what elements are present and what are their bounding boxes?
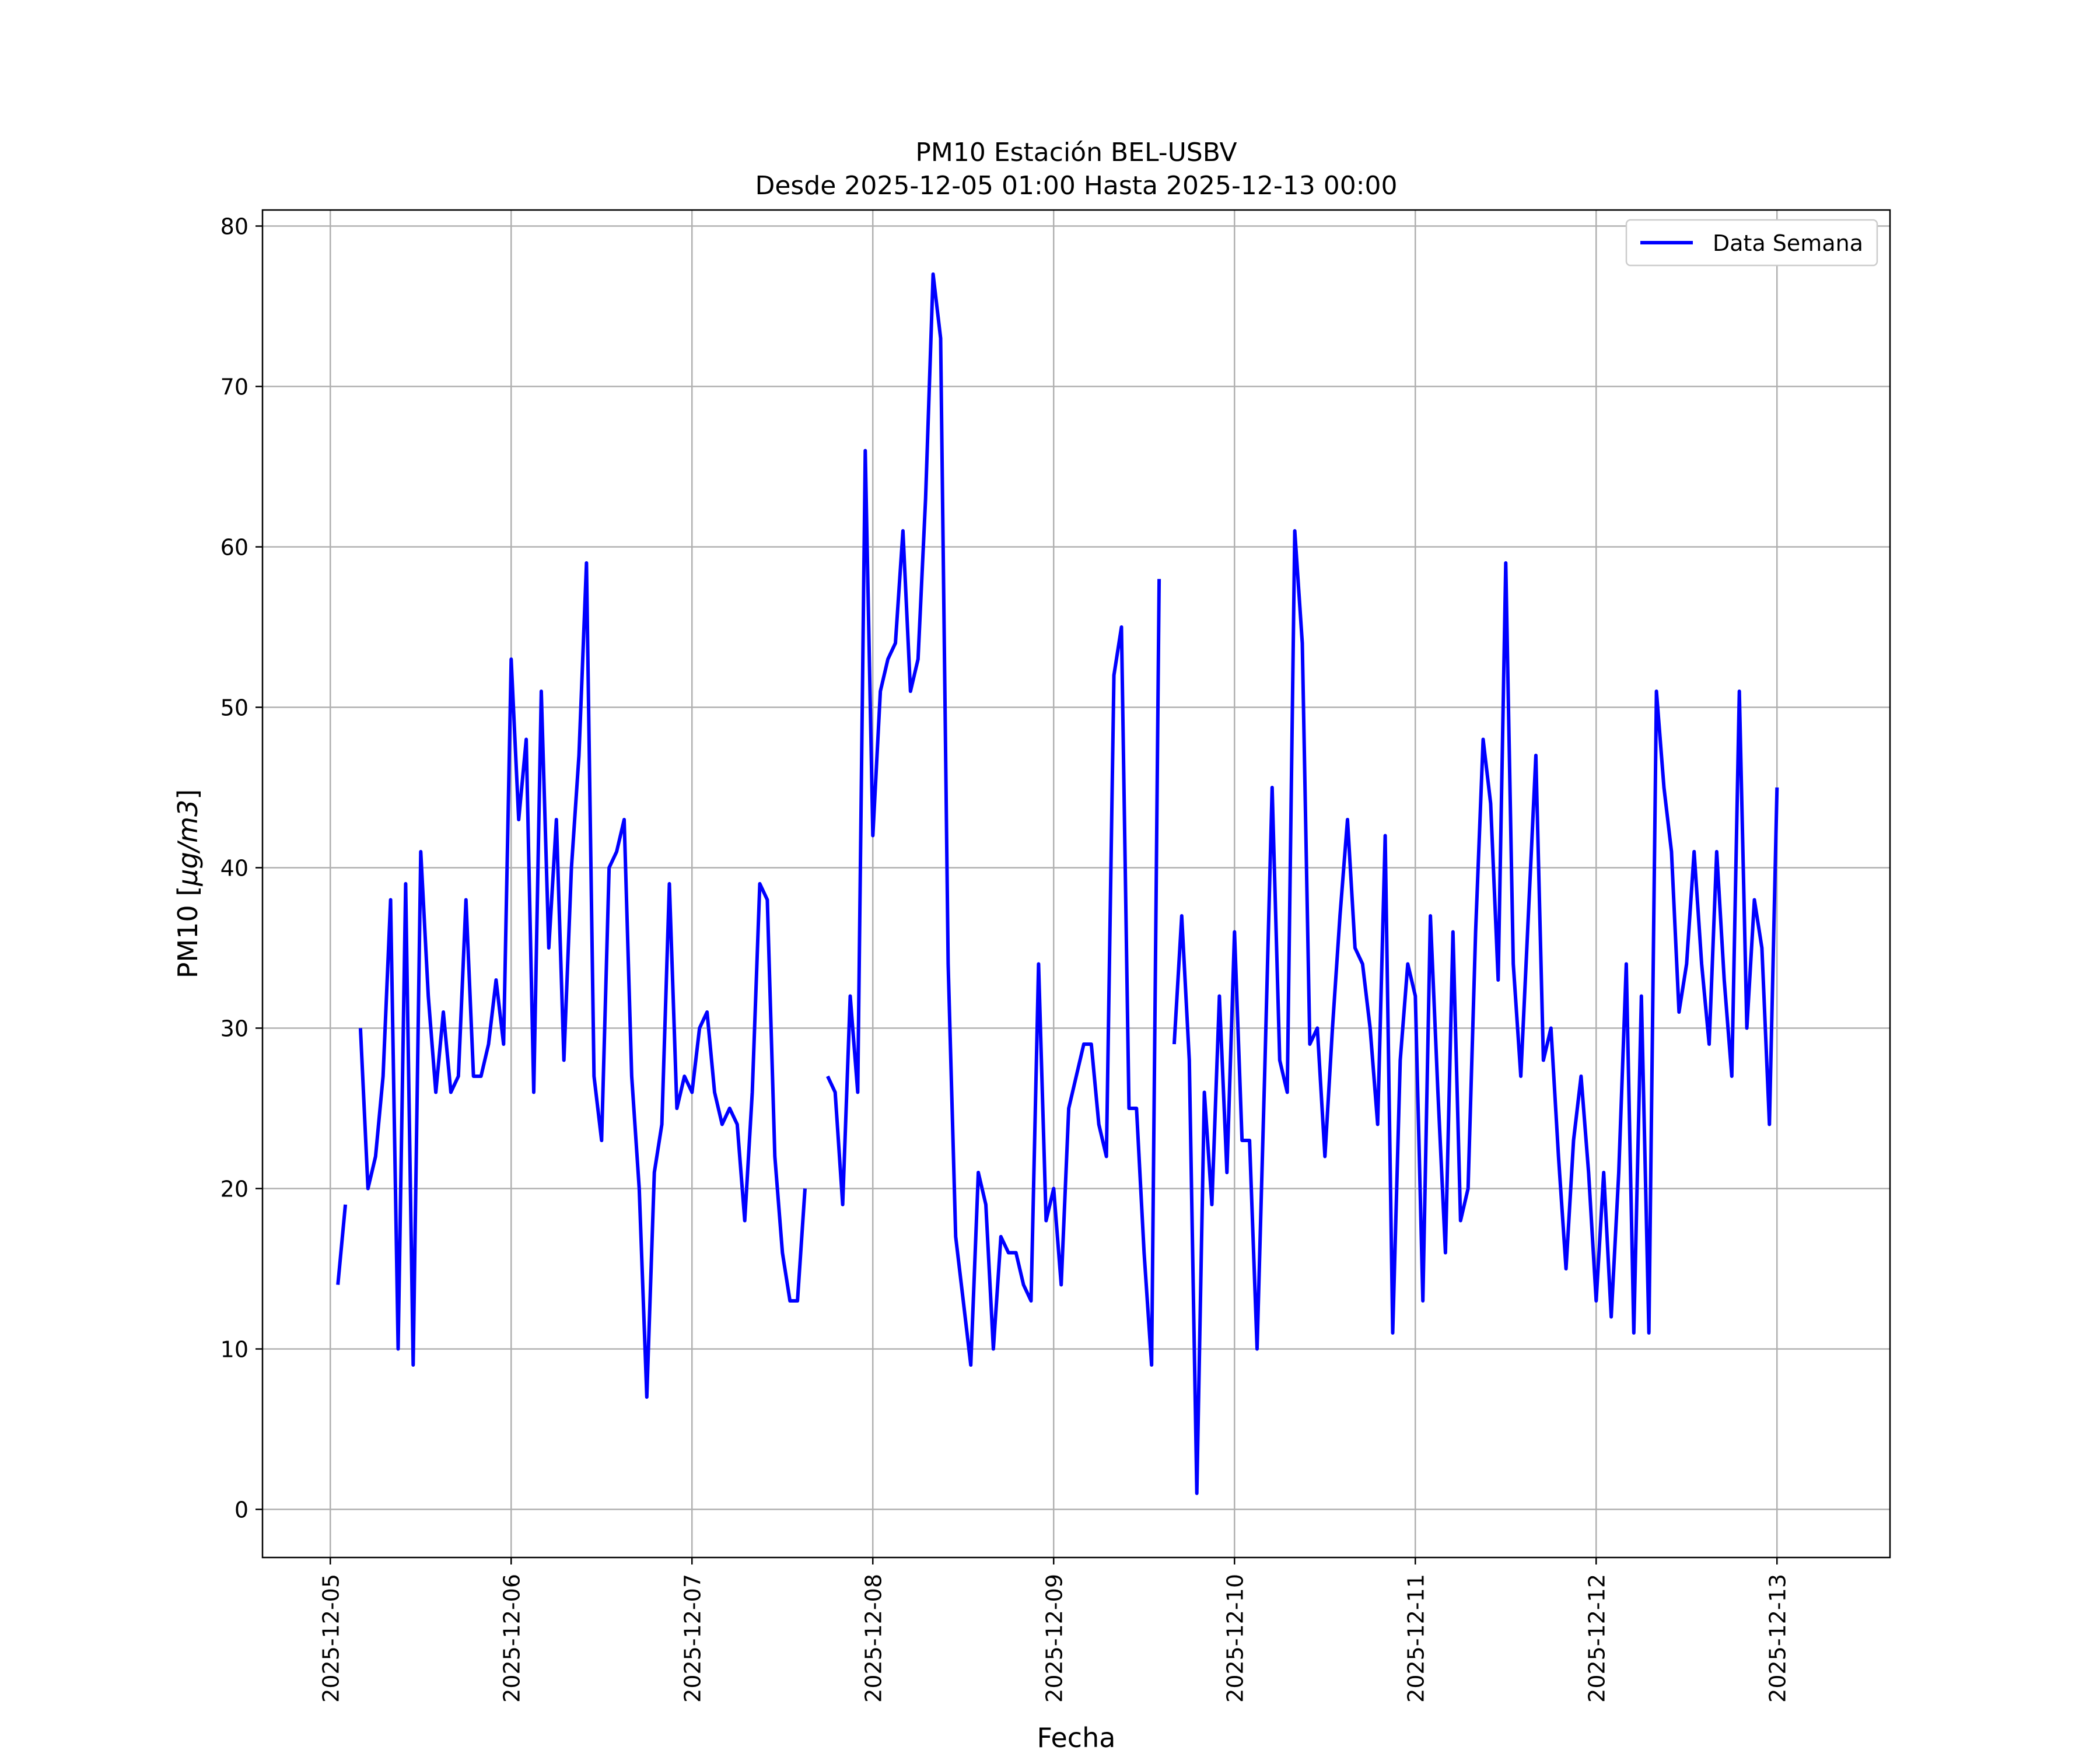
y-axis-label-unit: μg/m3 xyxy=(172,800,204,887)
series-line-segment xyxy=(826,272,1161,1367)
x-tick-label: 2025-12-11 xyxy=(1403,1574,1429,1703)
y-axis-label: PM10 [μg/m3] xyxy=(172,789,204,979)
chart-title: PM10 Estación BEL-USBV xyxy=(915,138,1237,167)
series-line-segment xyxy=(336,1204,348,1285)
y-tick-label: 70 xyxy=(220,374,249,400)
plot-area-frame xyxy=(261,209,1891,1559)
y-tick-label: 40 xyxy=(220,856,249,881)
y-tick-label: 20 xyxy=(220,1177,249,1202)
y-tick-label: 60 xyxy=(220,535,249,561)
y-axis-label-main: PM10 [ xyxy=(172,886,204,979)
series-line-segment xyxy=(1172,529,1779,1495)
x-tick-label: 2025-12-13 xyxy=(1765,1574,1790,1703)
x-tick-label: 2025-12-12 xyxy=(1584,1574,1609,1703)
x-tick-label: 2025-12-06 xyxy=(499,1574,524,1703)
x-tick-label: 2025-12-08 xyxy=(860,1574,886,1703)
series-lines xyxy=(336,272,1779,1495)
y-tick-label: 80 xyxy=(220,214,249,240)
y-tick-label: 0 xyxy=(235,1497,249,1523)
x-tick-label: 2025-12-07 xyxy=(680,1574,705,1703)
legend-label: Data Semana xyxy=(1713,230,1863,256)
y-ticks: 0 10 20 30 40 50 60 70 80 xyxy=(220,214,262,1523)
grid-lines xyxy=(262,210,1890,1558)
x-tick-label: 2025-12-09 xyxy=(1041,1574,1067,1703)
series-line-segment xyxy=(358,561,807,1399)
x-axis-label: Fecha xyxy=(1037,1722,1116,1750)
legend: Data Semana xyxy=(1625,219,1878,267)
y-axis-label-close: ] xyxy=(172,789,204,800)
y-tick-label: 10 xyxy=(220,1337,249,1363)
legend-box xyxy=(1625,219,1878,267)
y-tick-label: 50 xyxy=(220,695,249,721)
y-tick-label: 30 xyxy=(220,1016,249,1042)
chart-subtitle: Desde 2025-12-05 01:00 Hasta 2025-12-13 … xyxy=(755,171,1397,201)
x-tick-label: 2025-12-05 xyxy=(318,1574,344,1703)
x-tick-label: 2025-12-10 xyxy=(1222,1574,1248,1703)
x-ticks: 2025-12-05 2025-12-06 2025-12-07 2025-12-08… xyxy=(318,1558,1790,1703)
